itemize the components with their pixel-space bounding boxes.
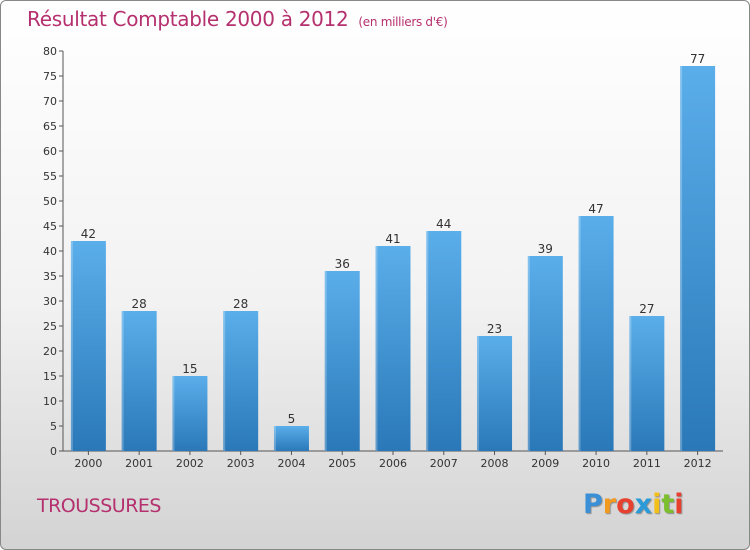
chart-title-text: Résultat Comptable 2000 à 2012: [27, 7, 349, 31]
y-tick-label: 70: [43, 95, 57, 108]
x-tick-label: 2012: [684, 457, 712, 470]
bar-value-label: 41: [385, 232, 400, 246]
bar-value-label: 5: [288, 412, 296, 426]
bar-value-label: 39: [538, 242, 553, 256]
bar-highlight: [477, 336, 480, 451]
bar-highlight: [324, 271, 327, 451]
bar-highlight: [121, 311, 124, 451]
y-tick-label: 5: [50, 420, 57, 433]
x-tick-label: 2002: [176, 457, 204, 470]
y-tick-label: 15: [43, 370, 57, 383]
y-tick-label: 55: [43, 170, 57, 183]
bar-highlight: [273, 426, 276, 451]
x-tick-label: 2006: [379, 457, 407, 470]
y-tick-label: 50: [43, 195, 57, 208]
bar-2012: [680, 66, 716, 451]
bar-2001: [121, 311, 157, 451]
y-tick-label: 10: [43, 395, 57, 408]
bar-value-label: 47: [588, 202, 603, 216]
x-tick-label: 2000: [74, 457, 102, 470]
logo-letter: P: [583, 489, 603, 520]
y-tick-label: 35: [43, 270, 57, 283]
logo-letter: o: [616, 489, 635, 520]
bar-highlight: [578, 216, 581, 451]
x-tick-label: 2005: [328, 457, 356, 470]
commune-name: TROUSSURES: [37, 495, 161, 517]
x-tick-label: 2003: [227, 457, 255, 470]
x-tick-label: 2004: [277, 457, 305, 470]
x-tick-label: 2010: [582, 457, 610, 470]
bar-highlight: [629, 316, 632, 451]
bar-value-label: 77: [690, 52, 705, 66]
bar-value-label: 44: [436, 217, 451, 231]
bar-value-label: 27: [639, 302, 654, 316]
y-tick-label: 80: [43, 45, 57, 58]
y-tick-label: 40: [43, 245, 57, 258]
bar-2006: [375, 246, 411, 451]
y-tick-label: 30: [43, 295, 57, 308]
y-tick-label: 60: [43, 145, 57, 158]
x-tick-label: 2001: [125, 457, 153, 470]
chart-subtitle: (en milliers d'€): [358, 15, 448, 29]
bar-2011: [629, 316, 665, 451]
bar-value-label: 23: [487, 322, 502, 336]
bar-value-label: 42: [81, 227, 96, 241]
logo-letter: i: [652, 489, 662, 520]
bar-highlight: [223, 311, 226, 451]
y-tick-label: 75: [43, 70, 57, 83]
bar-value-label: 28: [233, 297, 248, 311]
logo-letter: x: [634, 489, 653, 520]
logo-letter: r: [602, 489, 617, 520]
y-tick-label: 45: [43, 220, 57, 233]
bar-highlight: [70, 241, 73, 451]
bar-value-label: 36: [335, 257, 350, 271]
bar-2003: [223, 311, 259, 451]
logo-letter: t: [661, 489, 675, 520]
bar-highlight: [375, 246, 378, 451]
bar-2010: [578, 216, 614, 451]
bar-2002: [172, 376, 208, 451]
proxiti-logo: Proxiti: [583, 489, 684, 520]
x-tick-label: 2009: [531, 457, 559, 470]
chart-bars: 42 28 15 28 5 36 41 44 23 39 47 27 77: [70, 52, 716, 451]
bar-2009: [527, 256, 563, 451]
y-tick-label: 0: [50, 445, 57, 458]
logo-letter: i: [674, 489, 684, 520]
bar-2007: [426, 231, 462, 451]
bar-highlight: [426, 231, 429, 451]
y-tick-label: 20: [43, 345, 57, 358]
bar-highlight: [527, 256, 530, 451]
bar-value-label: 28: [132, 297, 147, 311]
x-tick-label: 2007: [430, 457, 458, 470]
bar-highlight: [680, 66, 683, 451]
bar-value-label: 15: [182, 362, 197, 376]
bar-2000: [70, 241, 106, 451]
bar-2005: [324, 271, 360, 451]
bar-highlight: [172, 376, 175, 451]
y-tick-label: 25: [43, 320, 57, 333]
x-tick-label: 2011: [633, 457, 661, 470]
chart-title: Résultat Comptable 2000 à 2012 (en millie…: [27, 7, 448, 31]
chart-axes: 0 5 10 15 20 25 30 35 40 45 50 55 60 65 70 75 80 2000 2001…: [43, 45, 723, 470]
bar-2004: [273, 426, 309, 451]
x-tick-label: 2008: [481, 457, 509, 470]
y-tick-label: 65: [43, 120, 57, 133]
bar-2008: [477, 336, 513, 451]
